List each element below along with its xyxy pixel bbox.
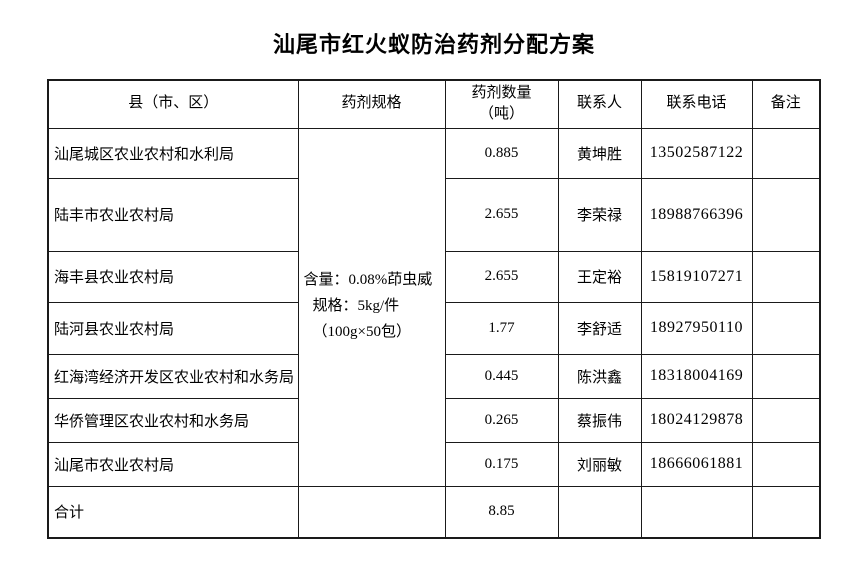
qty-cell: 0.445 [444,353,559,399]
header-spec: 药剂规格 [297,79,446,129]
qty-cell: 0.265 [444,397,559,443]
header-contact: 联系人 [557,79,642,129]
table-row: 陆河县农业农村局 1.77 李舒适 18927950110 [47,301,821,355]
header-phone: 联系电话 [640,79,753,129]
table-row: 陆丰市农业农村局 2.655 李荣禄 18988766396 [47,177,821,252]
contact-cell: 刘丽敏 [557,441,642,487]
header-quantity-line2: （吨） [478,106,524,123]
table-row: 红海湾经济开发区农业农村和水务局 0.445 陈洪鑫 18318004169 [47,353,821,399]
contact-cell: 李荣禄 [557,177,642,252]
remark-cell [751,441,821,487]
qty-cell: 1.77 [444,301,559,355]
org-cell: 陆河县农业农村局 [47,301,299,355]
table-row: 海丰县农业农村局 2.655 王定裕 15819107271 [47,250,821,303]
qty-cell: 2.655 [444,250,559,303]
phone-cell: 18666061881 [640,441,753,487]
phone-cell: 18024129878 [640,397,753,443]
phone-cell: 18927950110 [640,301,753,355]
phone-cell: 18988766396 [640,177,753,252]
remark-cell [751,301,821,355]
contact-cell: 陈洪鑫 [557,353,642,399]
spec-line-detail: （100g×50包） [312,323,411,340]
header-remark: 备注 [751,79,821,129]
phone-cell: 15819107271 [640,250,753,303]
table-row: 汕尾城区农业农村和水利局 含量：0.08%茚虫威 规格：5kg/件 （100g×… [47,127,821,487]
org-cell: 陆丰市农业农村局 [47,177,299,252]
page-title: 汕尾市红火蚁防治药剂分配方案 [272,32,595,57]
org-cell: 海丰县农业农村局 [47,250,299,303]
spec-line-content: 含量：0.08%茚虫威 [303,272,433,289]
phone-cell: 18318004169 [640,353,753,399]
spec-line-package: 规格：5kg/件 [312,298,400,315]
contact-cell: 李舒适 [557,301,642,355]
qty-cell: 0.885 [444,127,559,179]
org-cell: 红海湾经济开发区农业农村和水务局 [47,353,299,399]
qty-cell: 0.175 [444,441,559,487]
remark-cell [751,250,821,303]
total-row: 合计 8.85 [47,485,821,539]
org-cell: 华侨管理区农业农村和水务局 [47,397,299,443]
total-contact-cell [557,485,642,539]
org-cell: 汕尾城区农业农村和水利局 [47,127,299,179]
header-quantity: 药剂数量 （吨） [444,79,559,129]
total-spec-cell [297,485,446,539]
qty-cell: 2.655 [444,177,559,252]
header-region: 县（市、区） [47,79,299,129]
remark-cell [751,127,821,179]
remark-cell [751,177,821,252]
total-phone-cell [640,485,753,539]
phone-cell: 13502587122 [640,127,753,179]
total-qty-cell: 8.85 [444,485,559,539]
contact-cell: 王定裕 [557,250,642,303]
org-cell: 汕尾市农业农村局 [47,441,299,487]
remark-cell [751,397,821,443]
remark-cell [751,353,821,399]
allocation-table: 县（市、区） 药剂规格 药剂数量 （吨） 联系人 联系电话 备注 汕尾城区农业农… [47,79,821,539]
total-label-cell: 合计 [47,485,299,539]
header-quantity-line1: 药剂数量 [471,84,532,101]
contact-cell: 蔡振伟 [557,397,642,443]
contact-cell: 黄坤胜 [557,127,642,179]
header-row: 县（市、区） 药剂规格 药剂数量 （吨） 联系人 联系电话 备注 [47,79,821,129]
table-row: 华侨管理区农业农村和水务局 0.265 蔡振伟 18024129878 [47,397,821,443]
total-remark-cell [751,485,821,539]
spec-merged-cell: 含量：0.08%茚虫威 规格：5kg/件 （100g×50包） [297,127,446,487]
